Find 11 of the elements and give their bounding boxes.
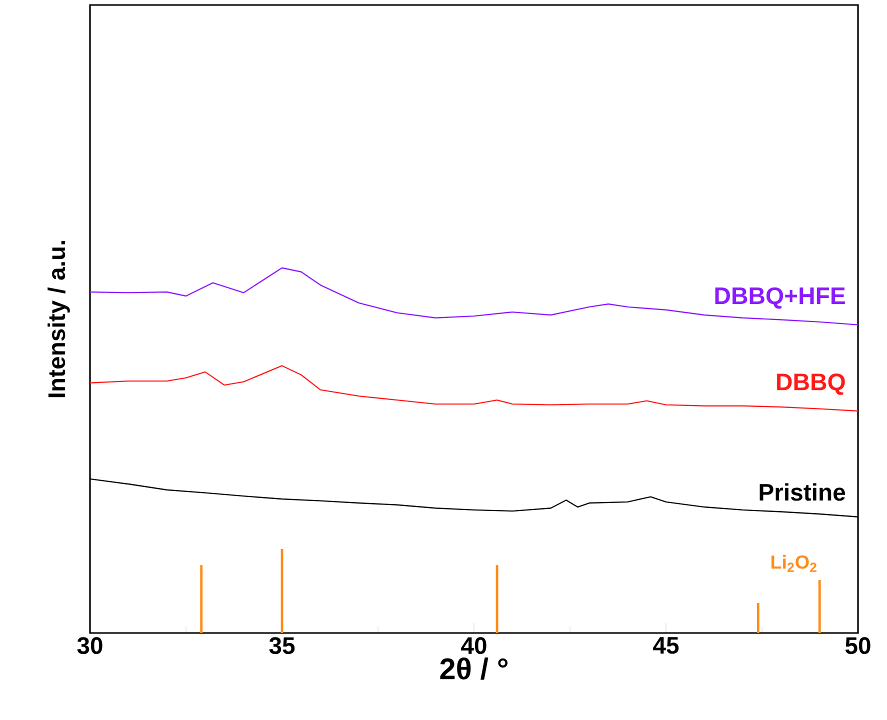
x-axis-title: 2θ / ° <box>440 658 508 680</box>
x-tick-label: 30 <box>77 637 102 654</box>
series-label: DBBQ+HFE <box>715 287 845 309</box>
x-tick-label: 40 <box>461 637 486 654</box>
x-tick-label: 50 <box>845 637 870 654</box>
x-tick-label: 45 <box>653 637 679 654</box>
y-axis-title: Intensity / a.u. <box>48 240 70 398</box>
series-label: DBBQ <box>777 373 845 395</box>
series-label: Pristine <box>760 483 846 501</box>
series-label: Li$_{2}$O$_{2}$ <box>771 554 816 572</box>
x-tick-label: 35 <box>269 637 295 654</box>
